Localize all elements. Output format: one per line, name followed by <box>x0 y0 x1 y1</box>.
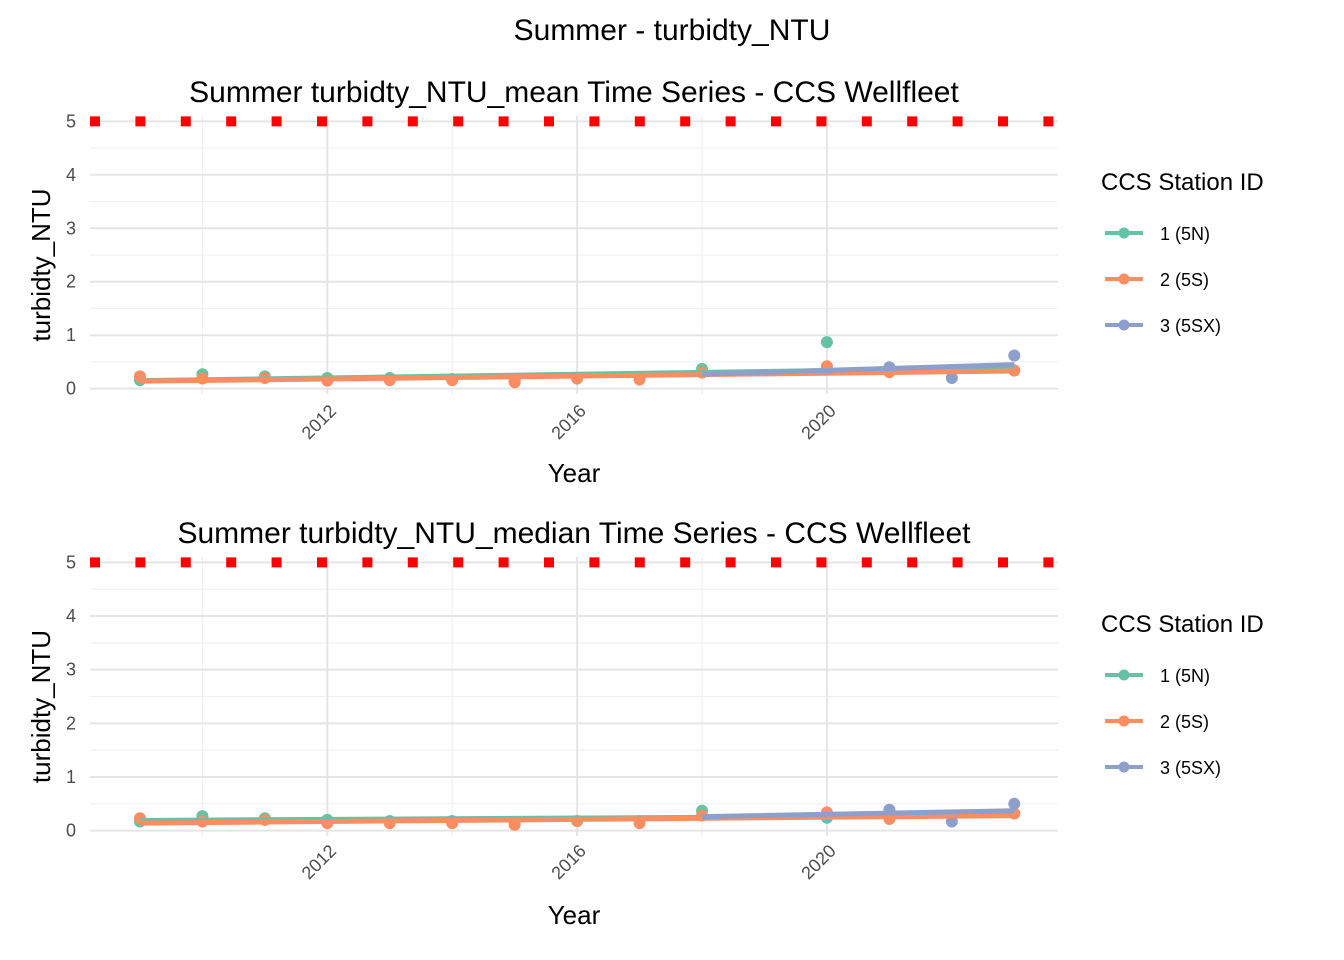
y-tick-label: 4 <box>66 606 76 626</box>
legend-label: 2 (5S) <box>1160 712 1209 732</box>
x-axis-title: Year <box>548 458 601 488</box>
legend-key-dot <box>1118 715 1130 727</box>
legend-title: CCS Station ID <box>1101 169 1264 196</box>
trend-line <box>701 362 1015 377</box>
legend: CCS Station ID 1 (5N) 2 (5S) 3 (5SX) <box>1101 169 1264 336</box>
legend-item[interactable]: 3 (5SX) <box>1105 758 1221 778</box>
legend-label: 3 (5SX) <box>1160 316 1221 336</box>
legend-key-dot <box>1118 319 1130 331</box>
data-point <box>945 371 958 384</box>
y-tick-label: 5 <box>66 552 76 572</box>
x-tick-label: 2016 <box>547 401 589 443</box>
y-axis-title: turbidty_NTU <box>26 188 56 341</box>
legend-label: 1 (5N) <box>1160 224 1210 244</box>
x-tick-label: 2012 <box>298 401 340 443</box>
legend-label: 2 (5S) <box>1160 270 1209 290</box>
y-tick-label: 2 <box>66 713 76 733</box>
chart-title: Summer turbidty_NTU_mean Time Series - C… <box>189 76 959 109</box>
y-tick-label: 4 <box>66 165 76 185</box>
legend-item[interactable]: 2 (5S) <box>1105 270 1209 290</box>
legend-item[interactable]: 2 (5S) <box>1105 712 1209 732</box>
data-point <box>1008 797 1021 810</box>
legend-label: 1 (5N) <box>1160 666 1210 686</box>
trend-line <box>701 808 1015 820</box>
legend-item[interactable]: 3 (5SX) <box>1105 316 1221 336</box>
y-tick-label: 0 <box>66 379 76 399</box>
y-tick-label: 3 <box>66 218 76 238</box>
legend-title: CCS Station ID <box>1101 611 1264 638</box>
x-axis-title: Year <box>548 900 601 930</box>
chart-panel-2: Summer turbidty_NTU_median Time Series -… <box>26 517 1264 930</box>
legend-key-dot <box>1118 669 1130 681</box>
data-point <box>1008 349 1021 362</box>
legend-item[interactable]: 1 (5N) <box>1105 224 1210 244</box>
x-tick-label: 2020 <box>797 841 839 883</box>
legend-key-dot <box>1118 761 1130 773</box>
figure-title: Summer - turbidty_NTU <box>514 14 831 47</box>
y-tick-label: 1 <box>66 325 76 345</box>
y-tick-label: 2 <box>66 272 76 292</box>
y-axis-title: turbidty_NTU <box>26 630 56 783</box>
x-tick-label: 2012 <box>298 841 340 883</box>
legend-key-dot <box>1118 273 1130 285</box>
legend: CCS Station ID 1 (5N) 2 (5S) 3 (5SX) <box>1101 611 1264 778</box>
y-tick-label: 3 <box>66 660 76 680</box>
legend-item[interactable]: 1 (5N) <box>1105 666 1210 686</box>
x-tick-label: 2016 <box>547 841 589 883</box>
chart-title: Summer turbidty_NTU_median Time Series -… <box>177 517 971 550</box>
y-tick-label: 5 <box>66 111 76 131</box>
y-tick-label: 0 <box>66 821 76 841</box>
chart-panel-1: Summer turbidty_NTU_mean Time Series - C… <box>26 76 1264 488</box>
trend-line <box>139 813 1015 826</box>
legend-label: 3 (5SX) <box>1160 758 1221 778</box>
data-point <box>820 336 833 349</box>
trend-line <box>139 368 1015 384</box>
y-tick-label: 1 <box>66 767 76 787</box>
x-tick-label: 2020 <box>797 401 839 443</box>
legend-key-dot <box>1118 227 1130 239</box>
